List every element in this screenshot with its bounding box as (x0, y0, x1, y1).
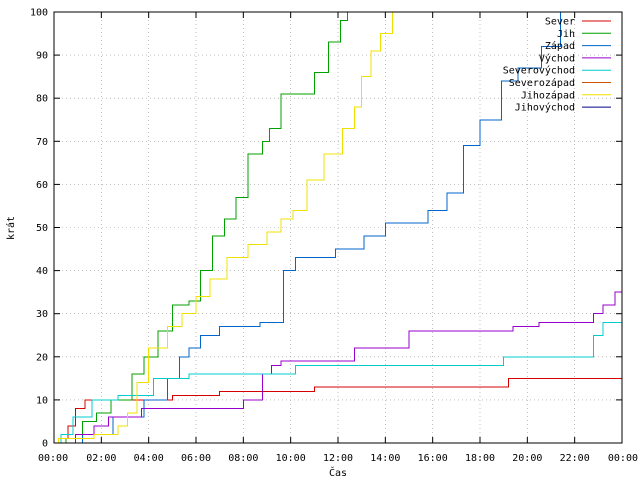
y-tick-label: 90 (36, 51, 48, 62)
x-tick-label: 00:00 (608, 453, 638, 464)
y-tick-label: 80 (36, 94, 48, 105)
series-line-severovychod (54, 318, 623, 444)
legend-label-jih: Jih (557, 29, 575, 40)
x-tick-label: 10:00 (276, 453, 306, 464)
x-tick-label: 06:00 (181, 453, 211, 464)
x-tick-label: 18:00 (465, 453, 495, 464)
y-tick-label: 100 (30, 8, 48, 19)
y-tick-label: 20 (36, 352, 48, 363)
x-tick-label: 20:00 (512, 453, 542, 464)
series-line-vychod (54, 291, 622, 444)
x-tick-label: 08:00 (228, 453, 258, 464)
x-tick-label: 16:00 (418, 453, 448, 464)
x-tick-label: 00:00 (38, 453, 68, 464)
y-tick-label: 50 (36, 223, 48, 234)
x-tick-label: 02:00 (86, 453, 116, 464)
legend-label-jihozapad: Jihozápad (521, 89, 575, 101)
y-tick-label: 40 (36, 266, 48, 277)
y-axis-label: krát (5, 216, 17, 240)
axis-ticks (53, 11, 623, 444)
legend: SeverJihZápadVýchodSeverovýchodSeverozáp… (503, 17, 611, 114)
legend-label-vychod: Východ (539, 52, 575, 64)
series-line-zapad (54, 11, 622, 444)
y-tick-label: 30 (36, 309, 48, 320)
x-tick-label: 14:00 (370, 453, 400, 464)
y-tick-label: 70 (36, 137, 48, 148)
x-tick-label: 12:00 (323, 453, 353, 464)
x-tick-label: 22:00 (560, 453, 590, 464)
legend-label-sever: Sever (545, 17, 575, 28)
series-line-jihozapad (54, 11, 622, 444)
x-tick-label: 04:00 (134, 453, 164, 464)
y-tick-labels: 0 10 20 30 40 50 60 70 80 90 100 (30, 8, 48, 450)
x-axis-label: Čas (329, 466, 347, 479)
x-tick-labels: 00:00 02:00 04:00 06:00 08:00 10:00 12:00 14:00… (38, 453, 638, 464)
series-line-jih (54, 11, 622, 444)
legend-label-zapad: Západ (545, 40, 575, 52)
legend-label-severozapad: Severozápad (509, 77, 575, 89)
legend-label-jihovychod: Jihovýchod (515, 102, 575, 114)
grid (54, 12, 622, 443)
y-tick-label: 10 (36, 395, 48, 406)
y-tick-label: 60 (36, 180, 48, 191)
legend-label-severovychod: Severovýchod (503, 65, 575, 77)
y-tick-label: 0 (42, 439, 48, 450)
